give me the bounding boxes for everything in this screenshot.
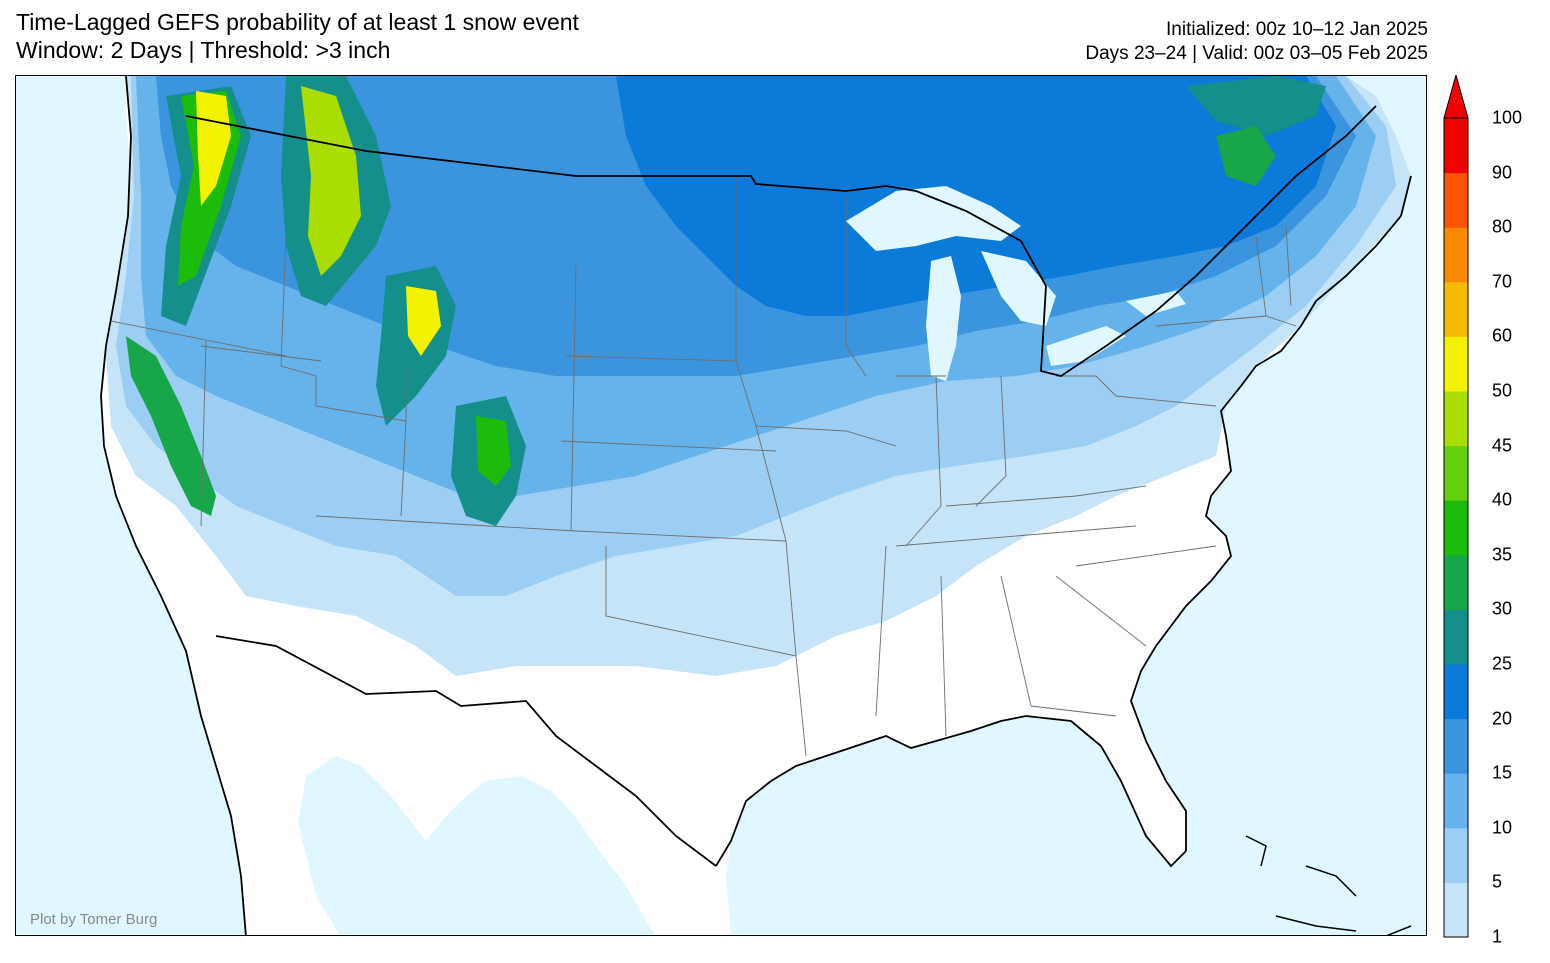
colorbar-extend-arrow (1443, 75, 1469, 119)
lake-superior (846, 186, 1021, 251)
lake-michigan (926, 256, 961, 381)
probability-shading (106, 76, 1411, 676)
colorbar-tick-label: 50 (1492, 380, 1513, 401)
colorbar-swatch (1444, 336, 1468, 392)
islands (1245, 835, 1412, 935)
colorbar-tick-label: 5 (1492, 871, 1503, 892)
west-coast (100, 76, 247, 935)
great-lakes (846, 186, 1186, 381)
colorbar-swatch (1444, 172, 1468, 228)
colorbar-tick-label: 20 (1492, 708, 1513, 729)
lake-erie (1046, 326, 1126, 366)
colorbar-swatch (1444, 609, 1468, 665)
us-canada-border (185, 105, 1377, 377)
colorbar-tick-label: 60 (1492, 325, 1513, 346)
snow-probability-map: Plot by Tomer Burg (16, 76, 1426, 935)
colorbar-swatch (1444, 118, 1468, 174)
lake-huron (981, 251, 1056, 326)
colorbar-tick-label: 35 (1492, 544, 1513, 565)
baja-peninsula (252, 656, 326, 935)
colorbar: 1 5 10 15 20 25 30 35 40 45 50 60 70 80 90 100 (1442, 75, 1522, 947)
colorbar-swatch (1444, 827, 1468, 883)
map-panel: Plot by Tomer Burg (15, 75, 1427, 936)
colorbar-tick-label: 40 (1492, 489, 1513, 510)
colorbar-tick-label: 15 (1492, 762, 1513, 783)
colorbar-tick-label: 80 (1492, 216, 1513, 237)
colorbar-swatch (1444, 554, 1468, 610)
colorbar-swatch (1444, 227, 1468, 283)
run-info: Initialized: 00z 10–12 Jan 2025 Days 23–… (1085, 18, 1428, 66)
shade-50-wyoming (406, 286, 441, 356)
colorbar-tick-label: 1 (1492, 926, 1503, 947)
credit-text: Plot by Tomer Burg (30, 911, 157, 928)
title-line-1: Time-Lagged GEFS probability of at least… (16, 9, 579, 35)
chart-title: Time-Lagged GEFS probability of at least… (16, 8, 579, 64)
colorbar-tick-label: 45 (1492, 435, 1513, 456)
shade-45-rockies (301, 86, 361, 276)
state-lines (110, 176, 1297, 757)
initialized-text: Initialized: 00z 10–12 Jan 2025 (1166, 19, 1428, 40)
colorbar-swatch (1444, 882, 1468, 938)
colorbar-tick-label: 25 (1492, 653, 1513, 674)
shade-35-sierra (126, 336, 216, 516)
colorbar-swatch (1444, 718, 1468, 774)
colorbar-tick-label: 10 (1492, 817, 1513, 838)
colorbar-swatch (1444, 445, 1468, 501)
colorbar-swatches (1443, 75, 1469, 938)
colorbar-swatch (1444, 773, 1468, 829)
colorbar-swatch (1444, 281, 1468, 337)
colorbar-tick-label: 90 (1492, 162, 1513, 183)
shade-35-colorado (476, 416, 511, 486)
colorbar-frame (1443, 117, 1469, 938)
colorbar-tick-label: 70 (1492, 271, 1513, 292)
gulf-coast (715, 715, 1187, 868)
national-borders (100, 76, 1412, 935)
colorbar-tick-label: 100 (1492, 107, 1523, 128)
east-coast (1130, 175, 1412, 851)
colorbar-swatch (1444, 664, 1468, 720)
title-line-2: Window: 2 Days | Threshold: >3 inch (16, 37, 391, 63)
shade-30-35-ne (1216, 126, 1276, 186)
valid-text: Days 23–24 | Valid: 00z 03–05 Feb 2025 (1085, 43, 1428, 64)
colorbar-tick-label: 30 (1492, 598, 1513, 619)
shade-25-30-ne (1186, 76, 1326, 136)
colorbar-swatch (1444, 391, 1468, 447)
colorbar-swatch (1444, 500, 1468, 556)
shade-20-25 (616, 76, 1336, 316)
us-mexico-border (215, 635, 717, 867)
